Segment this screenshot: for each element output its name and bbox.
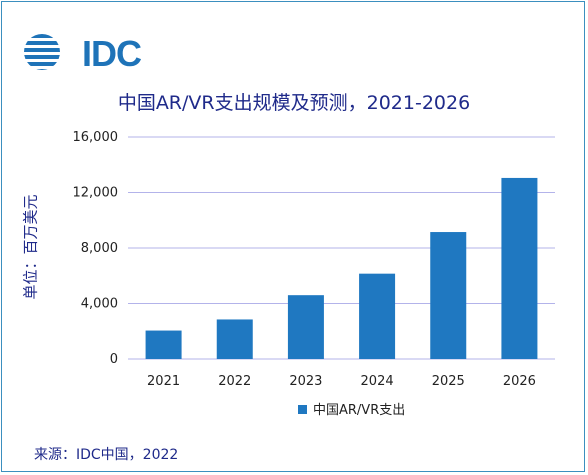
source-note: 来源：IDC中国，2022 xyxy=(34,447,179,463)
globe-icon xyxy=(24,34,60,70)
bar-2022 xyxy=(216,319,253,359)
y-tick-label: 0 xyxy=(110,352,118,367)
chart-title: 中国AR/VR支出规模及预测，2021-2026 xyxy=(117,92,471,114)
y-tick-label: 8,000 xyxy=(81,241,118,256)
bar-2025 xyxy=(430,232,467,359)
bar-2026 xyxy=(501,177,538,359)
x-tick-label: 2022 xyxy=(218,374,251,389)
x-tick-label: 2026 xyxy=(503,374,536,389)
y-tick-label: 4,000 xyxy=(81,297,118,312)
x-tick-label: 2024 xyxy=(361,374,394,389)
bar-2024 xyxy=(359,273,396,359)
bar-2021 xyxy=(145,330,182,359)
bar-2023 xyxy=(287,295,324,359)
idc-logo: IDC xyxy=(22,20,142,74)
y-tick-label: 16,000 xyxy=(73,130,119,145)
x-tick-label: 2021 xyxy=(147,374,180,389)
x-tick-label: 2025 xyxy=(432,374,465,389)
legend-label: 中国AR/VR支出 xyxy=(313,403,405,418)
x-tick-label: 2023 xyxy=(289,374,322,389)
y-tick-label: 12,000 xyxy=(73,186,119,201)
legend-swatch xyxy=(298,405,307,414)
logo-text: IDC xyxy=(82,33,142,74)
